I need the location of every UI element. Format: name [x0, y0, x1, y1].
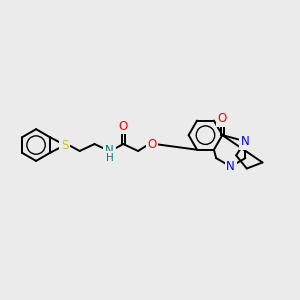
Text: N: N [105, 145, 114, 158]
Text: N: N [241, 135, 250, 148]
Text: O: O [147, 138, 157, 151]
Text: N: N [226, 160, 235, 173]
Text: O: O [118, 120, 128, 133]
Text: S: S [61, 139, 68, 152]
Text: H: H [106, 153, 113, 163]
Text: O: O [218, 112, 227, 125]
